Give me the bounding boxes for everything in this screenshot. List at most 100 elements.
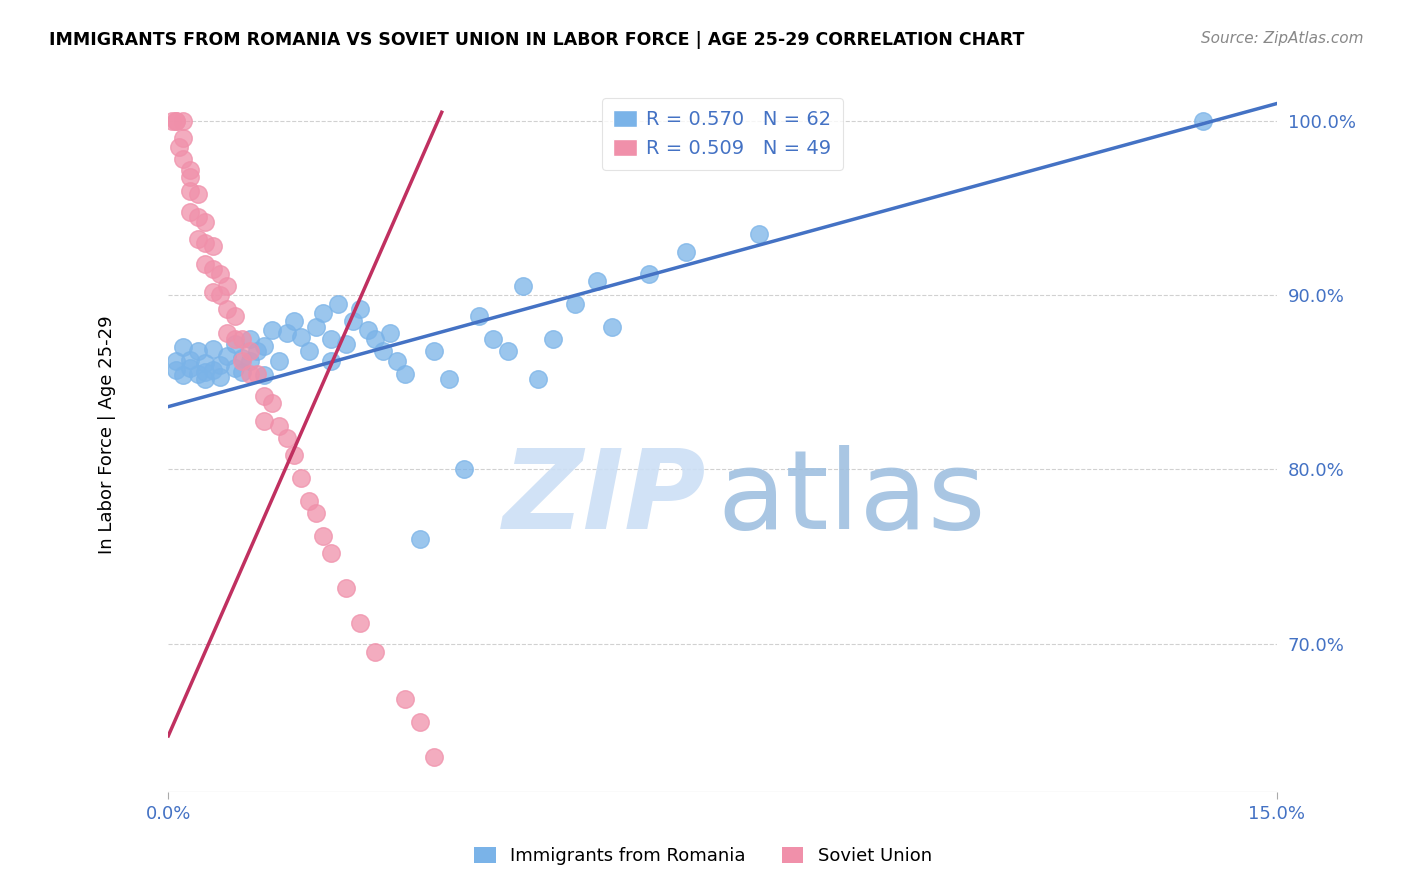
Point: [394, 367, 416, 381]
Point: [290, 471, 312, 485]
Legend: R = 0.570   N = 62, R = 0.509   N = 49: R = 0.570 N = 62, R = 0.509 N = 49: [602, 98, 844, 169]
Point: [231, 354, 253, 368]
Point: [224, 361, 246, 376]
Point: [179, 169, 201, 184]
Point: [253, 414, 276, 428]
Point: [394, 692, 416, 706]
Point: [269, 418, 291, 433]
Point: [217, 302, 239, 317]
Point: [305, 506, 328, 520]
Point: [208, 267, 231, 281]
Point: [349, 302, 371, 317]
Point: [239, 343, 262, 358]
Point: [342, 314, 364, 328]
Point: [217, 349, 239, 363]
Point: [1192, 114, 1215, 128]
Text: ZIP: ZIP: [502, 445, 706, 552]
Point: [335, 337, 357, 351]
Point: [378, 326, 401, 341]
Point: [172, 340, 194, 354]
Point: [276, 326, 298, 341]
Point: [319, 354, 342, 368]
Point: [160, 114, 183, 128]
Point: [298, 493, 321, 508]
Point: [319, 332, 342, 346]
Point: [187, 367, 209, 381]
Point: [172, 114, 194, 128]
Point: [364, 332, 387, 346]
Point: [290, 330, 312, 344]
Point: [305, 319, 328, 334]
Point: [224, 337, 246, 351]
Point: [179, 352, 201, 367]
Point: [179, 184, 201, 198]
Point: [187, 232, 209, 246]
Point: [194, 215, 217, 229]
Point: [675, 244, 697, 259]
Point: [269, 354, 291, 368]
Point: [208, 370, 231, 384]
Point: [335, 581, 357, 595]
Point: [187, 187, 209, 202]
Point: [276, 431, 298, 445]
Point: [453, 462, 475, 476]
Point: [319, 546, 342, 560]
Point: [165, 114, 187, 128]
Point: [217, 279, 239, 293]
Point: [194, 257, 217, 271]
Point: [312, 528, 335, 542]
Point: [423, 343, 446, 358]
Point: [748, 227, 770, 242]
Point: [194, 235, 217, 250]
Text: atlas: atlas: [717, 445, 986, 552]
Point: [172, 368, 194, 383]
Point: [253, 389, 276, 403]
Point: [482, 332, 505, 346]
Point: [283, 314, 305, 328]
Point: [201, 363, 224, 377]
Point: [298, 343, 321, 358]
Point: [541, 332, 564, 346]
Point: [172, 131, 194, 145]
Point: [246, 343, 269, 358]
Point: [387, 354, 409, 368]
Point: [349, 615, 371, 630]
Point: [239, 354, 262, 368]
Legend: Immigrants from Romania, Soviet Union: Immigrants from Romania, Soviet Union: [465, 838, 941, 874]
Point: [357, 323, 380, 337]
Point: [437, 372, 460, 386]
Point: [187, 343, 209, 358]
Point: [408, 714, 430, 729]
Point: [208, 358, 231, 372]
Point: [328, 297, 350, 311]
Point: [172, 153, 194, 167]
Point: [201, 342, 224, 356]
Point: [283, 449, 305, 463]
Point: [231, 365, 253, 379]
Point: [586, 274, 609, 288]
Point: [201, 285, 224, 299]
Point: [512, 279, 534, 293]
Text: IMMIGRANTS FROM ROMANIA VS SOVIET UNION IN LABOR FORCE | AGE 25-29 CORRELATION C: IMMIGRANTS FROM ROMANIA VS SOVIET UNION …: [49, 31, 1025, 49]
Point: [260, 396, 283, 410]
Point: [224, 309, 246, 323]
Point: [253, 339, 276, 353]
Point: [208, 288, 231, 302]
Point: [165, 354, 187, 368]
Point: [224, 332, 246, 346]
Point: [312, 305, 335, 319]
Point: [526, 372, 548, 386]
Point: [408, 532, 430, 546]
Point: [179, 162, 201, 177]
Point: [194, 356, 217, 370]
Point: [231, 351, 253, 365]
Point: [423, 749, 446, 764]
Point: [165, 114, 187, 128]
Point: [364, 645, 387, 659]
Point: [187, 210, 209, 224]
Point: [231, 332, 253, 346]
Point: [165, 363, 187, 377]
Point: [600, 319, 623, 334]
Point: [179, 361, 201, 376]
Point: [637, 267, 659, 281]
